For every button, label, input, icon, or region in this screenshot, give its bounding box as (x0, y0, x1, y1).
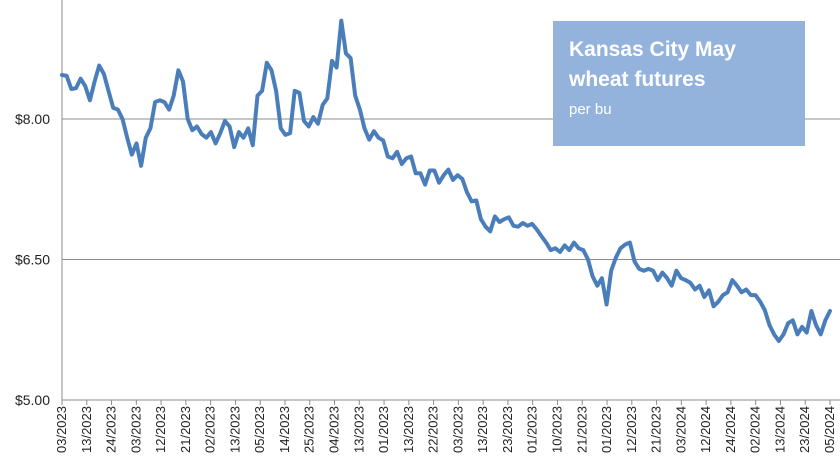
y-tick-label: $5.00 (15, 392, 50, 408)
x-tick-label: 01/2023 (376, 406, 391, 453)
gridlines (61, 0, 840, 401)
x-tick-label: 24/2023 (104, 406, 119, 453)
y-tick-label: $6.50 (15, 252, 50, 268)
x-tick-label: 01/2023 (525, 406, 540, 453)
chart-title: Kansas City May wheat futures (569, 38, 736, 91)
x-axis: 03/2023 13/2023 24/2023 03/2023 12/2023 21/20… (54, 400, 837, 453)
x-tick-label: 23/2023 (500, 406, 515, 453)
x-tick-label: 10/2023 (549, 406, 564, 453)
x-tick-label: 13/2024 (772, 406, 787, 453)
x-tick-label: 01/2023 (599, 406, 614, 453)
x-tick-label: 03/2023 (128, 406, 143, 453)
chart-subtitle: per bu (569, 101, 612, 118)
x-tick-label: 13/2023 (401, 406, 416, 453)
x-tick-label: 21/2023 (649, 406, 664, 453)
y-axis: $5.00 $6.50 $8.00 (15, 111, 50, 408)
x-tick-label: 03/2023 (450, 406, 465, 453)
x-tick-label: 12/2023 (624, 406, 639, 453)
x-tick-label: 25/2023 (302, 406, 317, 453)
x-tick-label: 21/2023 (574, 406, 589, 453)
x-tick-label: 02/2023 (203, 406, 218, 453)
x-tick-label: 13/2023 (475, 406, 490, 453)
x-tick-label: 22/2023 (426, 406, 441, 453)
series-line (60, 18, 832, 343)
x-tick-label: 14/2023 (277, 406, 292, 453)
x-tick-label: 12/2023 (153, 406, 168, 453)
x-tick-label: 13/2023 (227, 406, 242, 453)
x-tick-label: 23/2024 (797, 406, 812, 453)
x-tick-label: 12/2024 (698, 406, 713, 453)
x-tick-label: 05/2023 (252, 406, 267, 453)
x-tick-label: 02/2024 (748, 406, 763, 453)
y-tick-label: $8.00 (15, 111, 50, 127)
x-tick-label: 24/2024 (723, 406, 738, 453)
x-tick-label: 03/2023 (54, 406, 69, 453)
x-tick-label: 21/2023 (178, 406, 193, 453)
x-tick-label: 04/2023 (327, 406, 342, 453)
chart-title-box: Kansas City May wheat futures per bu (553, 21, 805, 146)
x-tick-label: 13/2023 (351, 406, 366, 453)
x-tick-label: 05/2024 (822, 406, 837, 453)
x-tick-label: 03/2024 (673, 406, 688, 453)
x-tick-label: 13/2023 (79, 406, 94, 453)
